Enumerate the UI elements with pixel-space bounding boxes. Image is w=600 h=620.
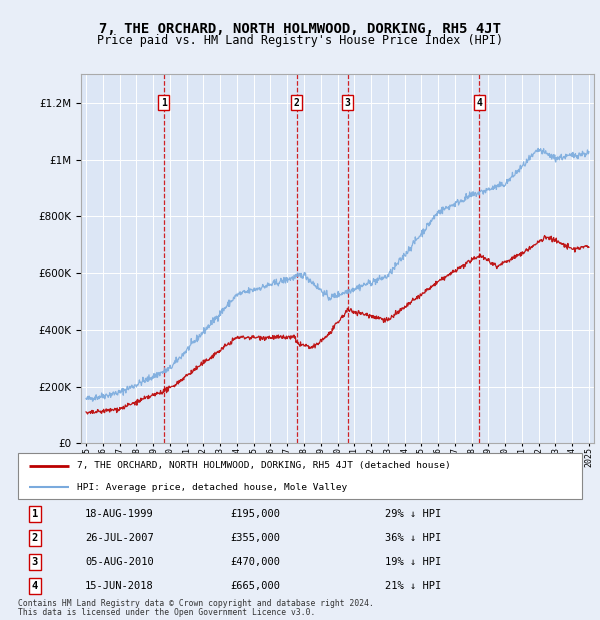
Text: £195,000: £195,000 bbox=[230, 509, 280, 519]
Text: 3: 3 bbox=[344, 98, 350, 108]
FancyBboxPatch shape bbox=[18, 453, 582, 499]
Text: 7, THE ORCHARD, NORTH HOLMWOOD, DORKING, RH5 4JT (detached house): 7, THE ORCHARD, NORTH HOLMWOOD, DORKING,… bbox=[77, 461, 451, 470]
Text: Price paid vs. HM Land Registry's House Price Index (HPI): Price paid vs. HM Land Registry's House … bbox=[97, 34, 503, 47]
Text: 1: 1 bbox=[32, 509, 38, 519]
Text: 7, THE ORCHARD, NORTH HOLMWOOD, DORKING, RH5 4JT: 7, THE ORCHARD, NORTH HOLMWOOD, DORKING,… bbox=[99, 22, 501, 36]
Text: 05-AUG-2010: 05-AUG-2010 bbox=[85, 557, 154, 567]
Text: 18-AUG-1999: 18-AUG-1999 bbox=[85, 509, 154, 519]
Text: 4: 4 bbox=[32, 582, 38, 591]
Text: 19% ↓ HPI: 19% ↓ HPI bbox=[385, 557, 441, 567]
Text: 4: 4 bbox=[476, 98, 482, 108]
Text: 3: 3 bbox=[32, 557, 38, 567]
Text: 36% ↓ HPI: 36% ↓ HPI bbox=[385, 533, 441, 543]
Text: £470,000: £470,000 bbox=[230, 557, 280, 567]
Text: 21% ↓ HPI: 21% ↓ HPI bbox=[385, 582, 441, 591]
Text: £665,000: £665,000 bbox=[230, 582, 280, 591]
Text: 2: 2 bbox=[32, 533, 38, 543]
Text: 15-JUN-2018: 15-JUN-2018 bbox=[85, 582, 154, 591]
Text: £355,000: £355,000 bbox=[230, 533, 280, 543]
Text: HPI: Average price, detached house, Mole Valley: HPI: Average price, detached house, Mole… bbox=[77, 483, 347, 492]
Text: 2: 2 bbox=[294, 98, 299, 108]
Text: 29% ↓ HPI: 29% ↓ HPI bbox=[385, 509, 441, 519]
Text: This data is licensed under the Open Government Licence v3.0.: This data is licensed under the Open Gov… bbox=[18, 608, 316, 617]
Text: 1: 1 bbox=[161, 98, 167, 108]
Text: 26-JUL-2007: 26-JUL-2007 bbox=[85, 533, 154, 543]
Text: Contains HM Land Registry data © Crown copyright and database right 2024.: Contains HM Land Registry data © Crown c… bbox=[18, 600, 374, 608]
